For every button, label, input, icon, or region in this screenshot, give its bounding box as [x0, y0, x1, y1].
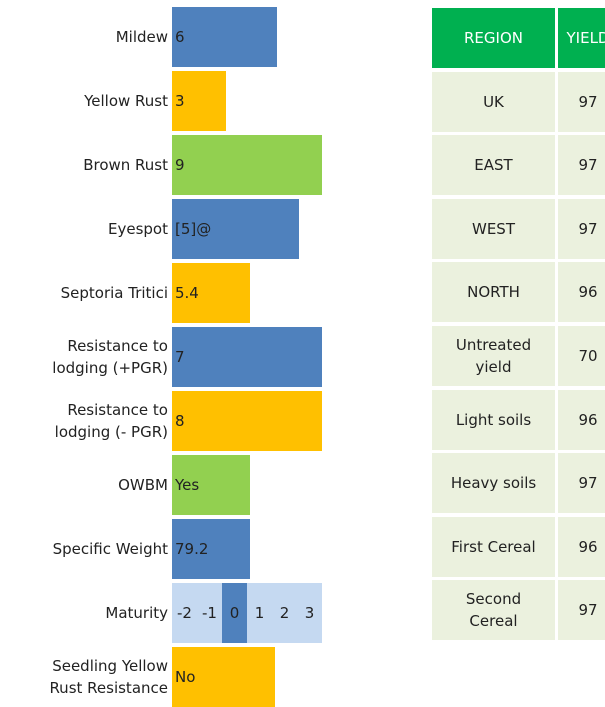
- yield-cell: 96: [558, 262, 605, 323]
- trait-bar: 8: [172, 391, 322, 451]
- trait-bar: 9: [172, 135, 322, 195]
- region-cell: Light soils: [432, 389, 555, 450]
- yield-cell: 97: [558, 135, 605, 196]
- scale-step: 2: [279, 604, 290, 622]
- scale-step: 0: [222, 583, 247, 643]
- trait-label: Brown Rust: [83, 156, 168, 174]
- trait-label: OWBM: [118, 476, 168, 494]
- header-cell: YIELD: [558, 8, 605, 68]
- region-cell: Second Cereal: [432, 580, 555, 641]
- yield-cell: 96: [558, 516, 605, 577]
- region-cell: WEST: [432, 198, 555, 259]
- yield-cell: 97: [558, 71, 605, 132]
- trait-bar: 6: [172, 7, 277, 67]
- trait-bar: 5.4: [172, 263, 250, 323]
- trait-label: Resistance to lodging (+PGR): [52, 337, 168, 377]
- yield-cell: 70: [558, 326, 605, 386]
- maturity-scale: -2 -1 0 1 2 3: [172, 583, 322, 643]
- region-cell: EAST: [432, 135, 555, 196]
- scale-step: 1: [254, 604, 265, 622]
- region-cell: UK: [432, 71, 555, 132]
- trait-bar: 79.2: [172, 519, 250, 579]
- trait-bar: 3: [172, 71, 226, 131]
- region-cell: NORTH: [432, 262, 555, 323]
- trait-label: Mildew: [115, 28, 168, 46]
- trait-bar: [5]@: [172, 199, 299, 259]
- trait-label: Maturity: [105, 604, 168, 622]
- scale-step: -2: [177, 604, 192, 622]
- trait-label: Eyespot: [108, 220, 168, 238]
- trait-bar: No: [172, 647, 275, 707]
- yield-cell: 97: [558, 453, 605, 514]
- scale-step: -1: [202, 604, 217, 622]
- region-cell: Heavy soils: [432, 453, 555, 514]
- trait-label: Specific Weight: [52, 540, 168, 558]
- region-cell: Untreated yield: [432, 326, 555, 386]
- yield-cell: 96: [558, 389, 605, 450]
- trait-bar: 7: [172, 327, 322, 387]
- trait-label: Seedling Yellow Rust Resistance: [49, 657, 168, 697]
- yield-cell: 97: [558, 580, 605, 641]
- trait-label: Yellow Rust: [84, 92, 168, 110]
- region-cell: First Cereal: [432, 516, 555, 577]
- header-cell: REGION: [432, 8, 555, 68]
- yield-cell: 97: [558, 198, 605, 259]
- trait-label: Septoria Tritici: [60, 284, 168, 302]
- trait-label: Resistance to lodging (- PGR): [54, 401, 168, 441]
- trait-bar: Yes: [172, 455, 250, 515]
- scale-step: 3: [304, 604, 315, 622]
